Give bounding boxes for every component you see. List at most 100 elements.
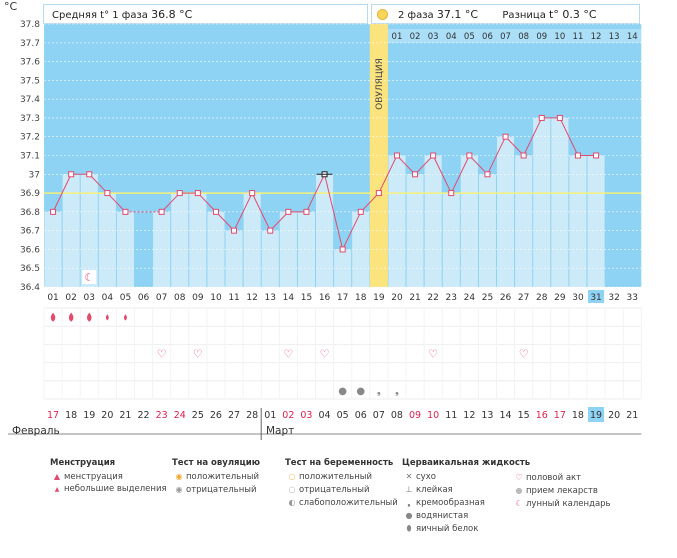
calendar-date-label: 25 bbox=[192, 410, 204, 421]
cycle-day-label: 18 bbox=[355, 293, 367, 303]
phase2-day-label: 13 bbox=[609, 32, 620, 42]
phase2-label: 2 фаза bbox=[398, 10, 434, 21]
legend-cervical-title: Церваикальная жидкость bbox=[402, 458, 531, 468]
legend-item: сухо bbox=[416, 472, 436, 482]
temperature-bar bbox=[442, 193, 460, 287]
phase2-day-label: 02 bbox=[410, 32, 421, 42]
sun-icon bbox=[377, 9, 388, 20]
legend-item: отрицательный bbox=[299, 485, 370, 495]
cycle-day-label: 21 bbox=[409, 293, 420, 303]
cervical-mucus-icon: ● bbox=[356, 386, 365, 397]
calendar-date-label: 10 bbox=[427, 410, 439, 421]
dry-icon: ✕ bbox=[405, 472, 413, 481]
calendar-date-label: 22 bbox=[138, 410, 150, 421]
phase2-value: 37.1 °C bbox=[436, 8, 479, 21]
today-highlight bbox=[588, 407, 605, 422]
calendar-date-label: 21 bbox=[626, 410, 638, 421]
phase2-day-label: 08 bbox=[518, 32, 529, 42]
menstruation-drop-icon bbox=[68, 312, 74, 322]
phase2-day-label: 04 bbox=[446, 32, 457, 42]
drop-small-icon: ▲ bbox=[54, 486, 60, 493]
ovulation-label: ОВУЛЯЦИЯ bbox=[375, 58, 385, 110]
calendar-date-label: 19 bbox=[590, 410, 602, 421]
phase2-day-label: 14 bbox=[627, 32, 638, 42]
temperature-point bbox=[593, 152, 600, 159]
legend-item: прием лекарств bbox=[526, 486, 598, 496]
moon-icon: ☾ bbox=[84, 271, 94, 284]
temperature-point bbox=[104, 190, 111, 197]
y-tick-label: 36.5 bbox=[20, 264, 40, 274]
legend-pregnancy-title: Тест на беременность bbox=[285, 458, 394, 468]
cycle-day-label: 23 bbox=[446, 293, 457, 303]
cycle-day-label: 22 bbox=[427, 293, 438, 303]
calendar-date-label: 06 bbox=[355, 410, 367, 421]
cycle-day-label: 28 bbox=[536, 293, 548, 303]
y-tick-label: 36.7 bbox=[20, 227, 40, 237]
cycle-day-label: 26 bbox=[500, 293, 512, 303]
cycle-day-label: 13 bbox=[265, 293, 276, 303]
calendar-date-label: 21 bbox=[119, 410, 131, 421]
temperature-bar bbox=[171, 193, 189, 287]
ovulation-column bbox=[369, 24, 388, 287]
phase2-day-label: 12 bbox=[591, 32, 602, 42]
pregnancy-positive-icon: ○ bbox=[288, 472, 296, 481]
temperature-point bbox=[412, 171, 419, 178]
calendar-date-label: 14 bbox=[500, 410, 512, 421]
y-tick-label: 36.8 bbox=[20, 208, 40, 218]
temperature-point bbox=[466, 152, 473, 159]
cycle-day-label: 01 bbox=[47, 293, 58, 303]
temperature-point bbox=[357, 208, 364, 215]
cycle-day-label: 33 bbox=[627, 293, 638, 303]
calendar-date-label: 13 bbox=[481, 410, 493, 421]
cycle-day-label: 10 bbox=[210, 293, 222, 303]
phase2-day-label: 10 bbox=[554, 32, 565, 42]
pill-icon: ● bbox=[515, 486, 523, 495]
y-tick-label: 37.6 bbox=[20, 58, 40, 68]
calendar-date-label: 01 bbox=[264, 410, 276, 421]
y-tick-label: 36.4 bbox=[20, 283, 40, 293]
temperature-point bbox=[393, 152, 400, 159]
legend-item: яичный белок bbox=[416, 524, 479, 534]
phase1-value: 36.8 °C bbox=[151, 8, 193, 21]
phase2-day-label: 11 bbox=[573, 32, 584, 42]
drop-large-icon: ▲ bbox=[53, 472, 61, 481]
cycle-day-label: 14 bbox=[283, 293, 295, 303]
temperature-bar bbox=[460, 155, 478, 287]
temperature-bar bbox=[424, 155, 442, 287]
temperature-point bbox=[249, 190, 256, 197]
cervical-mucus-icon: ● bbox=[338, 386, 347, 397]
temperature-bar bbox=[533, 117, 551, 287]
temperature-bar bbox=[587, 155, 605, 287]
temperature-point bbox=[86, 171, 93, 178]
legend-item: водянистая bbox=[416, 511, 469, 521]
legend-item: кремообразная bbox=[416, 498, 485, 508]
y-tick-label: 37.1 bbox=[20, 152, 40, 162]
cycle-day-label: 31 bbox=[590, 293, 601, 303]
temperature-bar bbox=[297, 211, 315, 287]
bbt-chart: ОВУЛЯЦИЯ 36.4 36.5 36.6 36.7 36.8 36.9 37 37.1 37… bbox=[8, 20, 642, 440]
y-tick-label: 37.5 bbox=[20, 76, 40, 86]
heart-icon: ♡ bbox=[283, 348, 293, 361]
heart-icon: ♡ bbox=[320, 348, 330, 361]
month-label-mar: Март bbox=[266, 425, 295, 437]
temperature-bar bbox=[551, 117, 569, 287]
month-label-feb: Февраль bbox=[12, 425, 60, 437]
calendar-date-label: 05 bbox=[337, 410, 349, 421]
heart-icon: ♡ bbox=[193, 348, 203, 361]
temperature-point bbox=[285, 208, 292, 215]
cycle-day-label: 04 bbox=[102, 293, 114, 303]
temperature-point bbox=[267, 227, 274, 234]
legend-item: небольшие выделения bbox=[64, 484, 167, 494]
temperature-point bbox=[231, 227, 238, 234]
y-tick-label: 37.4 bbox=[20, 95, 40, 105]
legend-item: отрицательный bbox=[186, 485, 257, 495]
temperature-point bbox=[68, 171, 75, 178]
temperature-bar bbox=[261, 230, 279, 287]
cycle-day-label: 16 bbox=[319, 293, 331, 303]
temperature-bar bbox=[388, 155, 406, 287]
cervical-mucus-icon: ❟ bbox=[395, 386, 399, 397]
calendar-date-label: 19 bbox=[83, 410, 95, 421]
legend-item: положительный bbox=[186, 472, 259, 482]
y-tick-label: 37.7 bbox=[20, 39, 40, 49]
heart-icon: ♡ bbox=[515, 473, 523, 482]
